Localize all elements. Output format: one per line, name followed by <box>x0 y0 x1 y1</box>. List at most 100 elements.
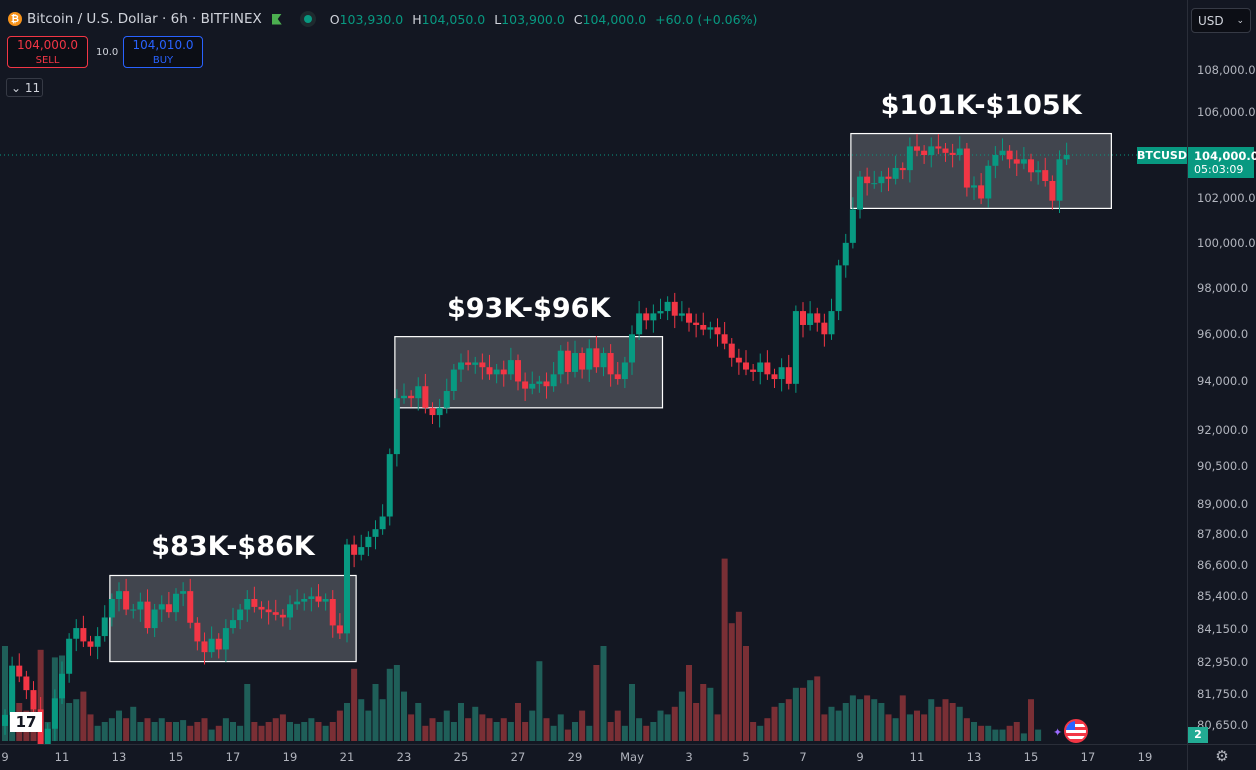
volume-bar <box>650 722 657 741</box>
candle-body <box>764 362 771 375</box>
candle-body <box>1020 159 1027 164</box>
candle-body <box>778 367 785 380</box>
volume-bar <box>963 718 970 741</box>
volume-bar <box>636 718 643 741</box>
candle-body <box>686 313 692 323</box>
candle-body <box>294 601 301 605</box>
candle-body <box>415 386 422 399</box>
volume-bar <box>956 706 963 741</box>
volume-bar <box>949 703 956 741</box>
candle-body <box>935 146 942 149</box>
volume-bar <box>301 722 308 741</box>
volume-bar <box>101 722 108 741</box>
candle-body <box>621 362 628 380</box>
volume-bar <box>80 691 87 741</box>
candle-body <box>636 313 643 335</box>
candle-body <box>543 381 550 387</box>
bitcoin-icon: ₿ <box>8 12 22 26</box>
volume-bar <box>123 718 130 741</box>
date-tick-label: 11 <box>909 750 925 764</box>
volume-bar <box>351 668 358 741</box>
range-zone-label: $83K-$86K <box>151 531 315 563</box>
volume-bar <box>158 718 165 741</box>
candle-body <box>828 311 835 335</box>
volume-bar <box>828 706 835 741</box>
candle-body <box>728 343 735 358</box>
price-tick-label: 90,500.0 <box>1197 459 1249 474</box>
volume-bar <box>985 725 992 741</box>
price-tick-label: 98,000.0 <box>1197 281 1249 296</box>
volume-bar <box>429 718 436 741</box>
volume-bar <box>800 687 806 741</box>
time-axis-divider <box>0 744 1256 745</box>
candle-body <box>230 620 236 629</box>
candle-body <box>921 150 928 155</box>
tradingview-logo[interactable]: 17 <box>10 712 42 732</box>
candle-body <box>158 604 165 610</box>
candle-body <box>1049 180 1056 201</box>
volume-bar <box>607 722 614 741</box>
volume-bar <box>165 722 172 741</box>
candle-body <box>30 690 37 710</box>
volume-bar <box>422 725 429 741</box>
sell-price: 104,000.0 <box>16 38 79 52</box>
price-tick-label: 85,400.0 <box>1197 589 1249 604</box>
volume-bar <box>1020 733 1027 741</box>
market-status-icon[interactable] <box>299 11 316 27</box>
volume-bar <box>450 722 457 741</box>
volume-bar <box>621 725 628 741</box>
candle-body <box>664 301 671 312</box>
price-tick-label: 86,600.0 <box>1197 558 1249 573</box>
symbol-header: ₿ Bitcoin / U.S. Dollar · 6h · BITFINEX … <box>8 11 762 27</box>
volume-bar <box>1035 729 1042 741</box>
volume-bar <box>536 661 543 741</box>
volume-bar <box>500 718 507 741</box>
volume-bar <box>586 725 593 741</box>
sparkle-icon[interactable]: ✦ <box>1053 726 1063 739</box>
volume-bar <box>443 710 450 741</box>
candle-body <box>978 185 985 199</box>
date-tick-label: 5 <box>742 750 750 764</box>
volume-bar <box>792 687 799 741</box>
volume-bar <box>251 722 258 741</box>
volume-bar <box>108 718 115 741</box>
sell-button[interactable]: 104,000.0 SELL <box>7 36 88 68</box>
candle-body <box>579 353 586 370</box>
candle-body <box>743 362 749 370</box>
date-tick-label: 7 <box>799 750 807 764</box>
candle-body <box>222 628 229 650</box>
buy-label: BUY <box>152 55 174 66</box>
volume-bar <box>137 722 144 741</box>
candle-body <box>51 698 58 729</box>
candle-body <box>458 362 464 370</box>
us-flag-event-icon[interactable] <box>1064 719 1088 743</box>
volume-bar <box>258 725 265 741</box>
volume-bar <box>329 722 336 741</box>
volume-bar <box>700 684 707 741</box>
candle-body <box>572 353 578 372</box>
flag-icon[interactable] <box>271 13 282 25</box>
buy-button[interactable]: 104,010.0 BUY <box>123 36 203 68</box>
indicators-toggle[interactable]: ⌄ 11 <box>6 78 43 97</box>
candle-body <box>849 209 856 243</box>
candle-body <box>629 334 635 363</box>
ohlc-readout: O103,930.0 H104,050.0 L103,900.0 C104,00… <box>330 12 763 27</box>
candle-body <box>821 322 828 335</box>
volume-bar <box>294 723 301 741</box>
candle-body <box>928 146 935 155</box>
range-zone-label: $101K-$105K <box>880 89 1082 121</box>
candle-body <box>23 676 30 691</box>
currency-select[interactable]: USD ⌄ <box>1191 8 1251 33</box>
date-tick-label: 29 <box>567 750 583 764</box>
price-tick-label: 100,000.0 <box>1197 235 1256 250</box>
date-tick-label: May <box>620 750 644 764</box>
symbol-title[interactable]: Bitcoin / U.S. Dollar · 6h · BITFINEX <box>27 11 262 27</box>
bar-countdown: 05:03:09 <box>1194 163 1244 176</box>
events-count-badge[interactable]: 2 <box>1188 727 1208 743</box>
volume-bar <box>992 729 999 741</box>
settings-gear-icon[interactable]: ⚙ <box>1215 747 1229 765</box>
candle-body <box>522 381 529 389</box>
candle-body <box>73 628 80 639</box>
volume-bar <box>743 646 749 741</box>
price-chart[interactable] <box>0 0 1187 744</box>
